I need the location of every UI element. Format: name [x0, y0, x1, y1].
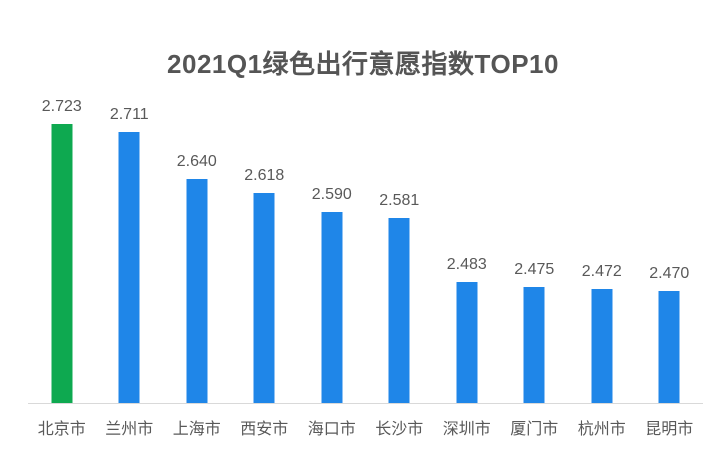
bar [51, 124, 73, 403]
bar-slot: 2.711 兰州市 [96, 106, 164, 438]
bar-category-label: 上海市 [172, 421, 221, 438]
plot-area: 2.723 北京市 2.711 兰州市 2.640 上海市 2.618 西安市 2.590 海口市… [28, 98, 704, 438]
bar [186, 179, 208, 403]
bar-value-label: 2.590 [311, 186, 352, 203]
bar-slot: 2.475 厦门市 [501, 106, 569, 438]
bar-slot: 2.723 北京市 [28, 98, 96, 438]
chart-title: 2021Q1绿色出行意愿指数TOP10 [167, 49, 559, 79]
bar-category-label: 长沙市 [375, 421, 424, 438]
bar-value-label: 2.581 [379, 192, 420, 209]
bar-value-label: 2.618 [244, 167, 285, 184]
bar [253, 193, 275, 403]
bar-category-label: 兰州市 [105, 421, 154, 438]
bar [388, 218, 410, 403]
bar-value-label: 2.483 [446, 256, 487, 273]
bar [658, 291, 680, 403]
bar-slot: 2.470 昆明市 [636, 106, 704, 438]
bar [591, 289, 613, 403]
bar [321, 212, 343, 403]
x-axis-line [28, 403, 703, 404]
bar-value-label: 2.711 [109, 106, 149, 123]
bar-value-label: 2.472 [581, 263, 622, 280]
bar [118, 132, 140, 403]
bar-value-label: 2.640 [176, 153, 217, 170]
bar-slot: 2.472 杭州市 [568, 106, 636, 438]
bar-slot: 2.640 上海市 [163, 106, 231, 438]
bar-category-label: 海口市 [307, 421, 356, 438]
bar-slot: 2.581 长沙市 [366, 106, 434, 438]
bar-category-label: 深圳市 [442, 421, 491, 438]
bar-value-label: 2.475 [514, 261, 555, 278]
bar-value-label: 2.470 [649, 265, 690, 282]
bar [456, 282, 478, 403]
bar-category-label: 昆明市 [645, 421, 694, 438]
bar-slot: 2.483 深圳市 [433, 106, 501, 438]
bar [523, 287, 545, 403]
bar-category-label: 杭州市 [577, 421, 626, 438]
bar-category-label: 西安市 [240, 421, 289, 438]
bar-value-label: 2.723 [41, 98, 82, 115]
bar-slot: 2.590 海口市 [298, 106, 366, 438]
bar-category-label: 北京市 [37, 421, 86, 438]
bar-category-label: 厦门市 [510, 421, 559, 438]
bar-slot: 2.618 西安市 [231, 106, 299, 438]
